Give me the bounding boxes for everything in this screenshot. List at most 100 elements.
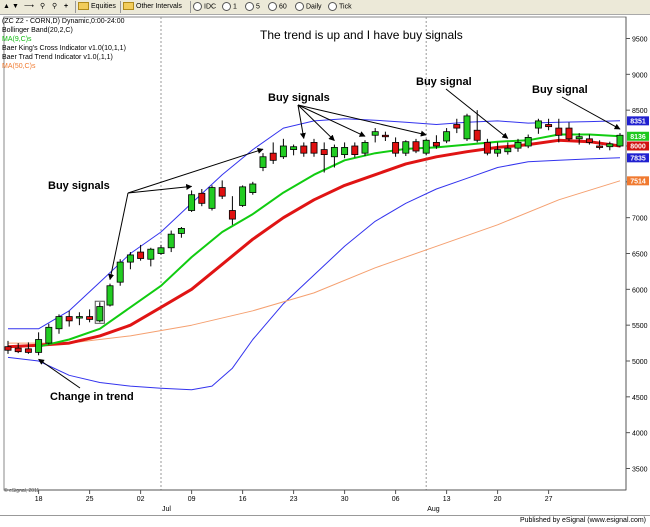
candle-body [514, 142, 522, 149]
y-tick-label: 7000 [632, 216, 648, 223]
value-badge [627, 176, 649, 186]
x-tick-label: 23 [290, 496, 298, 503]
x-axis: 18 25 02 09 16 23 30 06 13 20 27 Jul Aug [4, 489, 626, 513]
candle [361, 140, 369, 157]
y-tick-label: 5000 [632, 359, 648, 366]
x-tick-label: 25 [86, 496, 94, 503]
legend-symbol: (ZC Z2 - CORN,D) Dynamic,0:00-24:00 [2, 18, 125, 25]
candle-body [412, 141, 420, 152]
y-tick-label: 3500 [632, 467, 648, 474]
candle-body [96, 306, 104, 322]
value-badge-label: 8000 [630, 144, 646, 151]
toolbar: ▲ ▼ ⟶ ⚲ ⚲ + Equities Other Intervals IDC… [0, 0, 650, 15]
value-badge-label: 7835 [630, 155, 646, 162]
candle [432, 135, 440, 149]
tick-button[interactable]: Tick [328, 2, 352, 12]
candle [310, 138, 318, 157]
candle-body [483, 142, 491, 154]
candle-body [392, 142, 400, 154]
candle [371, 128, 379, 143]
candle [330, 144, 338, 168]
equities-label: Equities [91, 3, 116, 10]
candle [504, 142, 512, 155]
pointer-icon[interactable]: ⟶ [24, 3, 35, 10]
plus-icon[interactable]: + [64, 3, 69, 10]
other-intervals-label: Other Intervals [136, 3, 182, 10]
candle-body [65, 316, 73, 322]
candle [402, 140, 410, 157]
candle [422, 138, 430, 156]
candle-body [239, 186, 247, 206]
candle-body [524, 137, 532, 147]
candle [596, 140, 604, 150]
candle [96, 302, 104, 323]
candle [167, 230, 175, 253]
interval-1-button[interactable]: 1 [222, 2, 237, 12]
interval-5-button[interactable]: 5 [245, 2, 260, 12]
legend-bollinger: Bollinger Band(20,2,C) [2, 27, 73, 34]
value-badge-label: 8136 [630, 134, 646, 141]
annotation-label: Buy signals [268, 92, 330, 104]
candle-body [310, 142, 318, 154]
candle-body [269, 152, 277, 161]
candle [606, 141, 614, 151]
radio-icon [222, 2, 231, 11]
candle-body [116, 261, 124, 283]
candle-body [188, 194, 196, 211]
candle [228, 196, 236, 225]
daily-button[interactable]: Daily [295, 2, 322, 12]
candle [45, 323, 53, 345]
candle [494, 142, 502, 157]
interval-60-button[interactable]: 60 [268, 2, 287, 12]
footer: Published by eSignal (www.esignal.com) [0, 515, 650, 527]
candle-body [575, 136, 583, 140]
candle [218, 180, 226, 200]
y-tick-label: 9000 [632, 72, 648, 79]
value-badge [627, 141, 649, 151]
x-tick-label: 09 [188, 496, 196, 503]
y-tick-label: 5500 [632, 323, 648, 330]
candle [55, 314, 63, 334]
price-chart[interactable]: 3500400045005000550060006500700075008000… [0, 15, 650, 515]
candle-body [606, 143, 614, 148]
value-badge-label: 7514 [630, 178, 646, 185]
y-tick-label: 6500 [632, 252, 648, 259]
candle [300, 142, 308, 157]
bollinger-lower-line [7, 157, 621, 391]
annotation-arrow [445, 88, 509, 139]
arrow-icon[interactable]: ▲ [3, 3, 10, 10]
zoom-in-icon[interactable]: ⚲ [40, 3, 46, 10]
month-label: Jul [162, 506, 171, 513]
y-axis: 3500400045005000550060006500700075008000… [626, 37, 648, 474]
signal-box [94, 300, 105, 324]
x-tick-label: 06 [392, 496, 400, 503]
idc-button[interactable]: IDC [193, 2, 216, 12]
candle-body [381, 134, 389, 138]
radio-icon [328, 2, 337, 11]
annotation-arrow [297, 104, 427, 137]
annotation-arrow [127, 184, 193, 194]
down-arrow-icon[interactable]: ▼ [12, 3, 19, 10]
candle [524, 134, 532, 149]
annotation-label: Buy signal [532, 84, 588, 96]
candle-body [86, 316, 94, 320]
candle [555, 118, 563, 143]
y-tick-label: 9500 [632, 37, 648, 44]
candle-body [330, 147, 338, 158]
x-tick-label: 20 [494, 496, 502, 503]
candle [392, 137, 400, 157]
radio-icon [295, 2, 304, 11]
legend-cross: Baer King's Cross Indicator v1.0(10,1,1) [2, 45, 126, 52]
radio-icon [193, 2, 202, 11]
candle-body [106, 285, 114, 306]
plot-area [3, 16, 627, 491]
candle-body [177, 228, 185, 234]
other-intervals-menu[interactable]: Other Intervals [123, 2, 182, 12]
candle-body [555, 127, 563, 136]
radio-icon [245, 2, 254, 11]
last-value-badges: 8351 8136 8000 7835 7514 [627, 116, 649, 186]
equities-menu[interactable]: Equities [78, 2, 116, 12]
candle-body [463, 115, 471, 140]
annotation-arrow [297, 104, 366, 137]
zoom-out-icon[interactable]: ⚲ [52, 3, 58, 10]
